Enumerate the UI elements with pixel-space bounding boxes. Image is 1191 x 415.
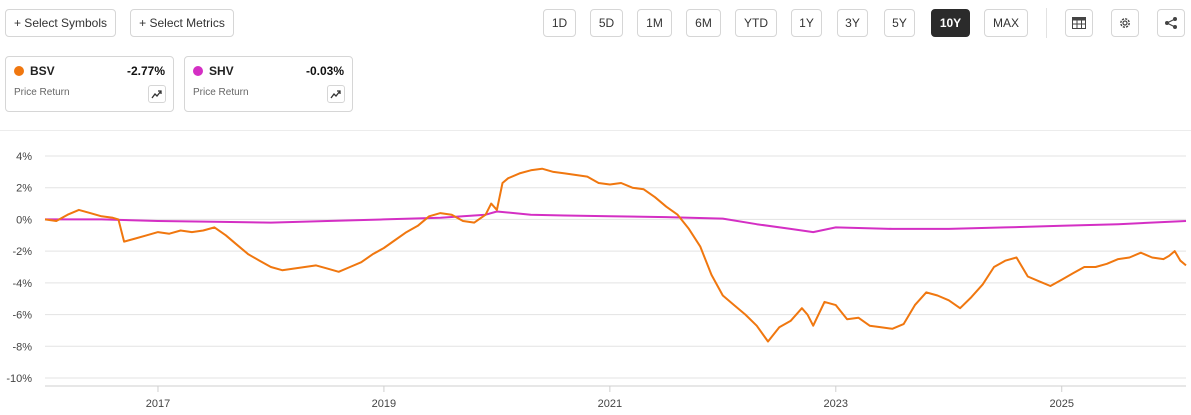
range-1m-button[interactable]: 1M xyxy=(637,9,672,37)
symbol-label: SHV xyxy=(209,64,234,78)
y-tick-label: -2% xyxy=(12,246,32,258)
table-icon xyxy=(1072,17,1086,29)
y-tick-label: -10% xyxy=(6,373,32,385)
y-tick-label: -6% xyxy=(12,310,32,322)
y-tick-label: 0% xyxy=(16,214,32,226)
settings-button[interactable] xyxy=(1111,9,1139,37)
select-metrics-button[interactable]: + Select Metrics xyxy=(130,9,234,37)
range-max-button[interactable]: MAX xyxy=(984,9,1028,37)
toolbar-separator xyxy=(1046,8,1047,38)
x-tick-label: 2025 xyxy=(1049,398,1073,410)
series-color-dot xyxy=(193,66,203,76)
y-tick-label: 4% xyxy=(16,151,32,163)
performance-chart: 4% 2% 0% -2% -4% -6% -8% -10% 2017 2019 2021 2023 20… xyxy=(6,151,1187,410)
share-icon xyxy=(1165,17,1177,29)
chart-divider xyxy=(0,130,1191,131)
return-value: -0.03% xyxy=(305,64,344,78)
trend-toggle-button[interactable] xyxy=(148,85,166,103)
table-view-button[interactable] xyxy=(1065,9,1093,37)
range-ytd-button[interactable]: YTD xyxy=(735,9,777,37)
metric-label: Price Return xyxy=(14,87,70,98)
y-tick-label: -4% xyxy=(12,278,32,290)
range-3y-button[interactable]: 3Y xyxy=(837,9,868,37)
x-tick-label: 2017 xyxy=(146,398,170,410)
range-1d-button[interactable]: 1D xyxy=(543,9,576,37)
legend-card-shv[interactable]: SHV -0.03% Price Return xyxy=(184,56,353,112)
range-10y-button[interactable]: 10Y xyxy=(931,9,970,37)
range-5y-button[interactable]: 5Y xyxy=(884,9,915,37)
series-color-dot xyxy=(14,66,24,76)
series-line-shv xyxy=(45,210,1187,234)
metric-label: Price Return xyxy=(193,87,249,98)
legend-card-bsv[interactable]: BSV -2.77% Price Return xyxy=(5,56,174,112)
trend-up-icon xyxy=(151,90,162,99)
select-symbols-button[interactable]: + Select Symbols xyxy=(5,9,116,37)
gear-icon xyxy=(1120,18,1130,28)
share-button[interactable] xyxy=(1157,9,1185,37)
x-tick-label: 2019 xyxy=(372,398,396,410)
series-line-bsv xyxy=(44,167,1187,343)
return-value: -2.77% xyxy=(126,64,165,78)
y-tick-label: -8% xyxy=(12,341,32,353)
trend-up-icon xyxy=(330,90,341,99)
y-tick-label: 2% xyxy=(16,183,32,195)
range-1y-button[interactable]: 1Y xyxy=(791,9,822,37)
x-tick-label: 2023 xyxy=(824,398,848,410)
range-6m-button[interactable]: 6M xyxy=(686,9,721,37)
trend-toggle-button[interactable] xyxy=(327,85,345,103)
x-tick-label: 2021 xyxy=(598,398,622,410)
symbol-label: BSV xyxy=(30,64,55,78)
range-5d-button[interactable]: 5D xyxy=(590,9,623,37)
